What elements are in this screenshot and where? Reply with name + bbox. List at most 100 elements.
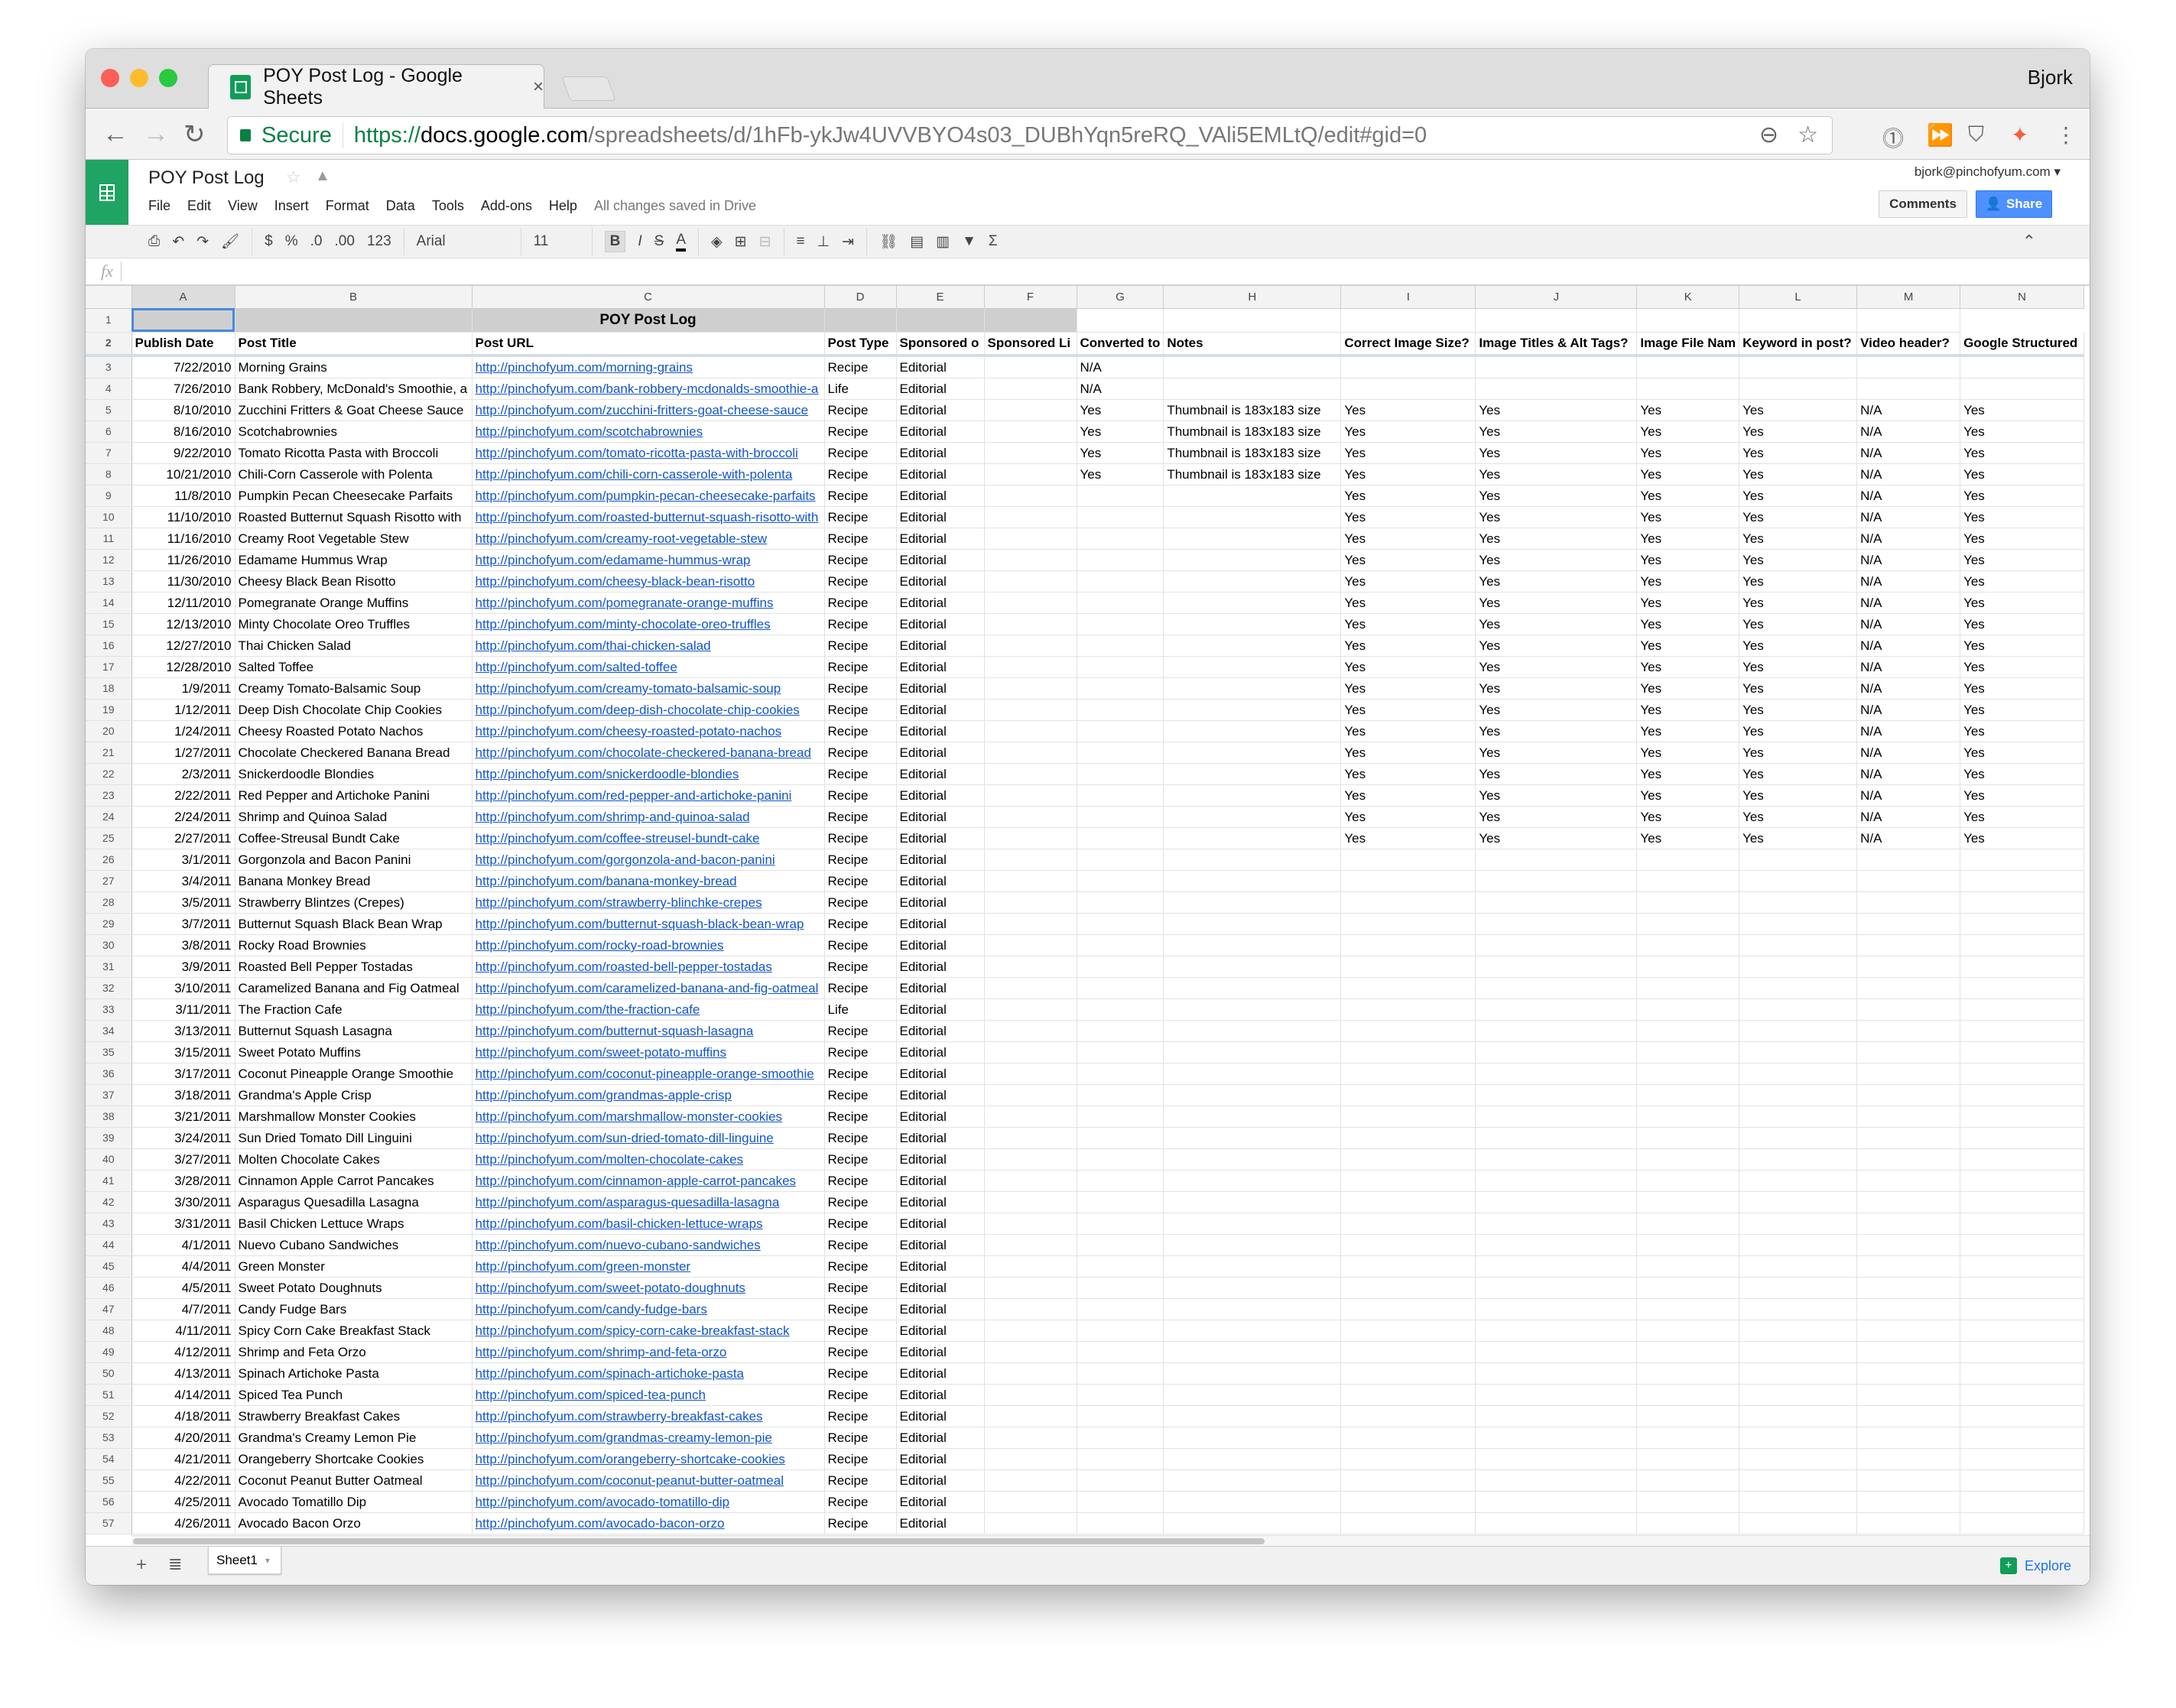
cell[interactable]	[1077, 1170, 1164, 1192]
fill-color-icon[interactable]: ◈	[711, 233, 723, 250]
row-header[interactable]: 10	[86, 506, 132, 528]
post-title-cell[interactable]: Banana Monkey Bread	[235, 870, 473, 892]
menu-file[interactable]: File	[148, 198, 171, 213]
cell[interactable]	[1739, 1469, 1858, 1492]
cell[interactable]	[1163, 1213, 1342, 1235]
post-title-cell[interactable]: Roasted Bell Pepper Tostadas	[235, 956, 473, 978]
post-title-cell[interactable]: The Fraction Cafe	[235, 998, 473, 1021]
cell[interactable]	[984, 570, 1077, 593]
row-header[interactable]: 1	[86, 308, 132, 333]
cell[interactable]	[1856, 1469, 1961, 1492]
cell[interactable]	[1340, 1298, 1476, 1320]
cell[interactable]	[1960, 1020, 2085, 1042]
cell[interactable]: Yes	[1636, 742, 1740, 764]
scrollbar-thumb[interactable]	[133, 1538, 1265, 1544]
cell[interactable]: Editorial	[896, 1277, 985, 1299]
cell[interactable]	[1475, 308, 1638, 333]
post-url-link[interactable]: http://pinchofyum.com/snickerdoodle-blon…	[472, 763, 825, 785]
cell[interactable]: Editorial	[896, 998, 985, 1021]
cell[interactable]	[1163, 677, 1342, 700]
cell[interactable]	[984, 870, 1077, 892]
zoom-out-icon[interactable]: ⊖	[1759, 122, 1778, 148]
cell[interactable]: Recipe	[824, 421, 897, 443]
cell[interactable]	[1077, 1491, 1164, 1513]
column-header-m[interactable]: M	[1856, 286, 1961, 309]
cell[interactable]: Yes	[1960, 806, 2085, 828]
cell[interactable]	[984, 1277, 1077, 1299]
post-url-link[interactable]: http://pinchofyum.com/butternut-squash-l…	[472, 1020, 825, 1042]
cell[interactable]	[1340, 1341, 1476, 1363]
cell[interactable]: N/A	[1856, 506, 1961, 528]
post-url-link[interactable]: http://pinchofyum.com/rocky-road-brownie…	[472, 934, 825, 956]
row-header[interactable]: 38	[86, 1106, 132, 1128]
cell[interactable]	[1739, 870, 1858, 892]
post-title-cell[interactable]: Edamame Hummus Wrap	[235, 549, 473, 571]
post-url-link[interactable]: http://pinchofyum.com/deep-dish-chocolat…	[472, 699, 825, 721]
cell[interactable]: Recipe	[824, 1084, 897, 1106]
cell[interactable]: Recipe	[824, 1148, 897, 1171]
row-header[interactable]: 51	[86, 1384, 132, 1406]
cell[interactable]	[1636, 1362, 1740, 1385]
cell[interactable]: Editorial	[896, 849, 985, 871]
cell[interactable]	[1475, 956, 1638, 978]
cell[interactable]	[1636, 1191, 1740, 1213]
cell[interactable]	[1163, 378, 1342, 400]
row-header[interactable]: 30	[86, 934, 132, 956]
cell[interactable]	[1960, 1384, 2085, 1406]
post-title-cell[interactable]: Grandma's Creamy Lemon Pie	[235, 1427, 473, 1449]
cell[interactable]	[1636, 308, 1740, 333]
cell[interactable]	[1636, 378, 1740, 400]
publish-date-cell[interactable]: 3/21/2011	[132, 1106, 235, 1128]
cell[interactable]: Yes	[1340, 506, 1476, 528]
cell[interactable]: Yes	[1636, 421, 1740, 443]
row-header[interactable]: 18	[86, 677, 132, 700]
cell[interactable]	[984, 1127, 1077, 1149]
cell[interactable]: Yes	[1340, 528, 1476, 550]
cell[interactable]	[984, 1320, 1077, 1342]
cell[interactable]	[1960, 1234, 2085, 1256]
post-title-cell[interactable]: Orangeberry Shortcake Cookies	[235, 1448, 473, 1470]
post-title-cell[interactable]: Grandma's Apple Crisp	[235, 1084, 473, 1106]
cell[interactable]	[1960, 1427, 2085, 1449]
cell[interactable]	[984, 1063, 1077, 1085]
cell[interactable]	[984, 1191, 1077, 1213]
column-header-d[interactable]: D	[824, 286, 897, 309]
cell[interactable]	[1636, 849, 1740, 871]
cell[interactable]: Yes	[1739, 421, 1858, 443]
cell[interactable]: Yes	[1475, 421, 1638, 443]
publish-date-cell[interactable]: 3/4/2011	[132, 870, 235, 892]
cell[interactable]	[1340, 1405, 1476, 1427]
row-header[interactable]: 40	[86, 1148, 132, 1171]
cell[interactable]: Recipe	[824, 763, 897, 785]
post-url-link[interactable]: http://pinchofyum.com/coconut-pineapple-…	[472, 1063, 825, 1085]
cell[interactable]	[1163, 1298, 1342, 1320]
cell[interactable]	[1077, 549, 1164, 571]
cell[interactable]: Yes	[1636, 442, 1740, 464]
cell[interactable]: Recipe	[824, 1170, 897, 1192]
cell[interactable]	[1960, 1213, 2085, 1235]
post-url-link[interactable]: http://pinchofyum.com/edamame-hummus-wra…	[472, 549, 825, 571]
cell[interactable]	[1163, 656, 1342, 678]
selected-cell-a1[interactable]	[132, 308, 235, 333]
explore-button[interactable]: + Explore	[1999, 1557, 2071, 1574]
cell[interactable]: Recipe	[824, 1491, 897, 1513]
cell[interactable]: Yes	[1739, 784, 1858, 807]
cell[interactable]: Thumbnail is 183x183 size	[1163, 463, 1342, 485]
cell[interactable]: Yes	[1340, 806, 1476, 828]
cell[interactable]	[1340, 1362, 1476, 1385]
cell[interactable]	[1856, 1148, 1961, 1171]
cell[interactable]	[1077, 827, 1164, 849]
cell[interactable]: Editorial	[896, 1427, 985, 1449]
merge-cells-icon[interactable]: ⊟	[758, 233, 771, 250]
cell[interactable]	[1077, 1041, 1164, 1063]
post-title-cell[interactable]: Thai Chicken Salad	[235, 635, 473, 657]
cell[interactable]	[1077, 934, 1164, 956]
cell[interactable]	[1163, 1341, 1342, 1363]
publish-date-cell[interactable]: 4/25/2011	[132, 1491, 235, 1513]
publish-date-cell[interactable]: 3/10/2011	[132, 977, 235, 999]
star-icon[interactable]: ☆	[286, 167, 301, 187]
row-header[interactable]: 19	[86, 699, 132, 721]
post-url-link[interactable]: http://pinchofyum.com/the-fraction-cafe	[472, 998, 825, 1021]
cell[interactable]: Yes	[1475, 592, 1638, 614]
cell[interactable]: Recipe	[824, 1427, 897, 1449]
